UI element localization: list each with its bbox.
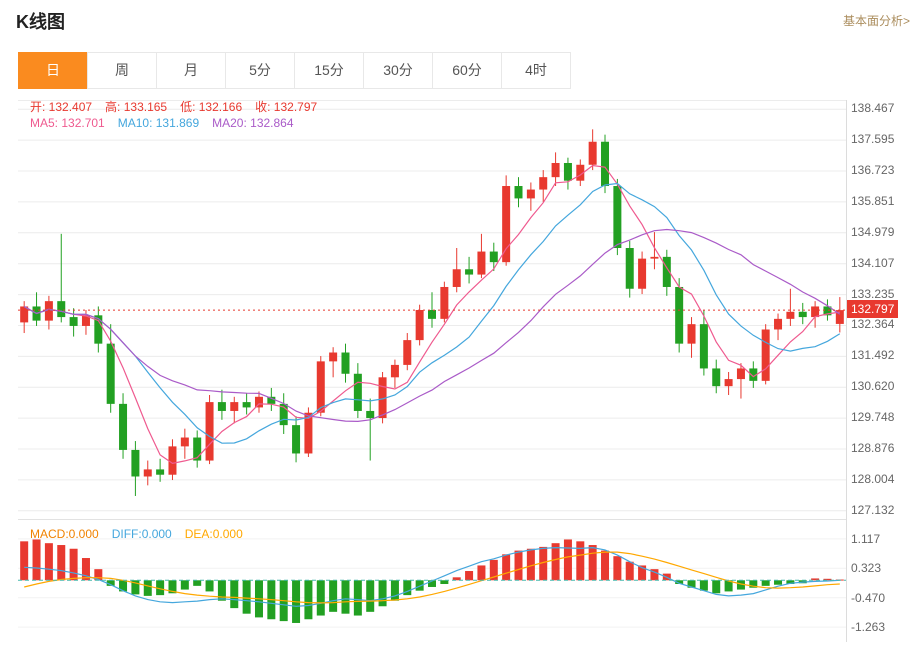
y-axis-tick: 133.235 <box>851 286 895 301</box>
legend-ma5: MA5: 132.701 <box>30 116 105 130</box>
macd-axis-tick: 1.117 <box>851 531 881 546</box>
y-axis-tick: 136.723 <box>851 163 895 178</box>
y-axis-tick: 127.132 <box>851 502 895 517</box>
period-tabs: 日周月 5分 15分 30分 60分 4时 <box>18 52 571 89</box>
y-axis-tick: 135.851 <box>851 193 895 208</box>
y-axis-tick: 134.107 <box>851 255 895 270</box>
legend-close: 收: 132.797 <box>255 100 318 114</box>
axis-separator <box>846 100 847 642</box>
tab-15min[interactable]: 15分 <box>294 52 364 89</box>
current-price-tag: 132.797 <box>847 300 899 319</box>
macd-axis-tick: 0.323 <box>851 561 882 576</box>
tab-5min[interactable]: 5分 <box>225 52 295 89</box>
y-axis-tick: 134.979 <box>851 224 895 239</box>
legend-low: 低: 132.166 <box>180 100 243 114</box>
macd-axis-tick: -1.263 <box>851 620 886 635</box>
ohlc-legend: 开: 132.407 高: 133.165 低: 132.166 收: 132.797 <box>30 98 330 115</box>
y-axis-tick: 131.492 <box>851 348 895 363</box>
tab-week[interactable]: 周 <box>87 52 157 89</box>
tab-day[interactable]: 日 <box>18 52 88 89</box>
y-axis-tick: 137.595 <box>851 132 895 147</box>
macd-axis: 1.117 0.323 -0.470 -1.263 <box>851 524 924 642</box>
main-chart[interactable] <box>18 100 846 518</box>
y-axis-tick: 130.620 <box>851 379 895 394</box>
page-title: K线图 <box>16 12 65 32</box>
macd-legend: MACD:0.000 DIFF:0.000 DEA:0.000 <box>30 527 256 541</box>
legend-dea: DEA:0.000 <box>184 527 243 541</box>
legend-macd: MACD:0.000 <box>30 527 99 541</box>
y-axis-tick: 128.876 <box>851 441 895 455</box>
macd-axis-tick: -0.470 <box>851 590 886 605</box>
ma-legend: MA5: 132.701 MA10: 131.869 MA20: 132.864 <box>30 116 307 130</box>
fundamental-analysis-link[interactable]: 基本面分析> <box>842 14 910 28</box>
tab-30min[interactable]: 30分 <box>363 52 433 89</box>
tab-month[interactable]: 月 <box>156 52 226 89</box>
legend-ma10: MA10: 131.869 <box>117 116 200 130</box>
panel-divider <box>18 519 846 520</box>
legend-diff: DIFF:0.000 <box>111 527 172 541</box>
tab-4hour[interactable]: 4时 <box>501 52 571 89</box>
y-axis-tick: 138.467 <box>851 101 895 116</box>
legend-ma20: MA20: 132.864 <box>212 116 294 130</box>
legend-high: 高: 133.165 <box>105 100 168 114</box>
main-chart-canvas <box>18 108 846 512</box>
legend-open: 开: 132.407 <box>30 100 93 114</box>
y-axis-tick: 128.004 <box>851 471 895 486</box>
y-axis-tick: 132.364 <box>851 317 895 332</box>
main-axis: 138.467 137.595 136.723 135.851 134.979 134.1… <box>851 100 924 518</box>
tab-60min[interactable]: 60分 <box>432 52 502 89</box>
y-axis-tick: 129.748 <box>851 410 895 425</box>
macd-chart[interactable] <box>18 524 846 642</box>
macd-canvas <box>18 538 846 628</box>
